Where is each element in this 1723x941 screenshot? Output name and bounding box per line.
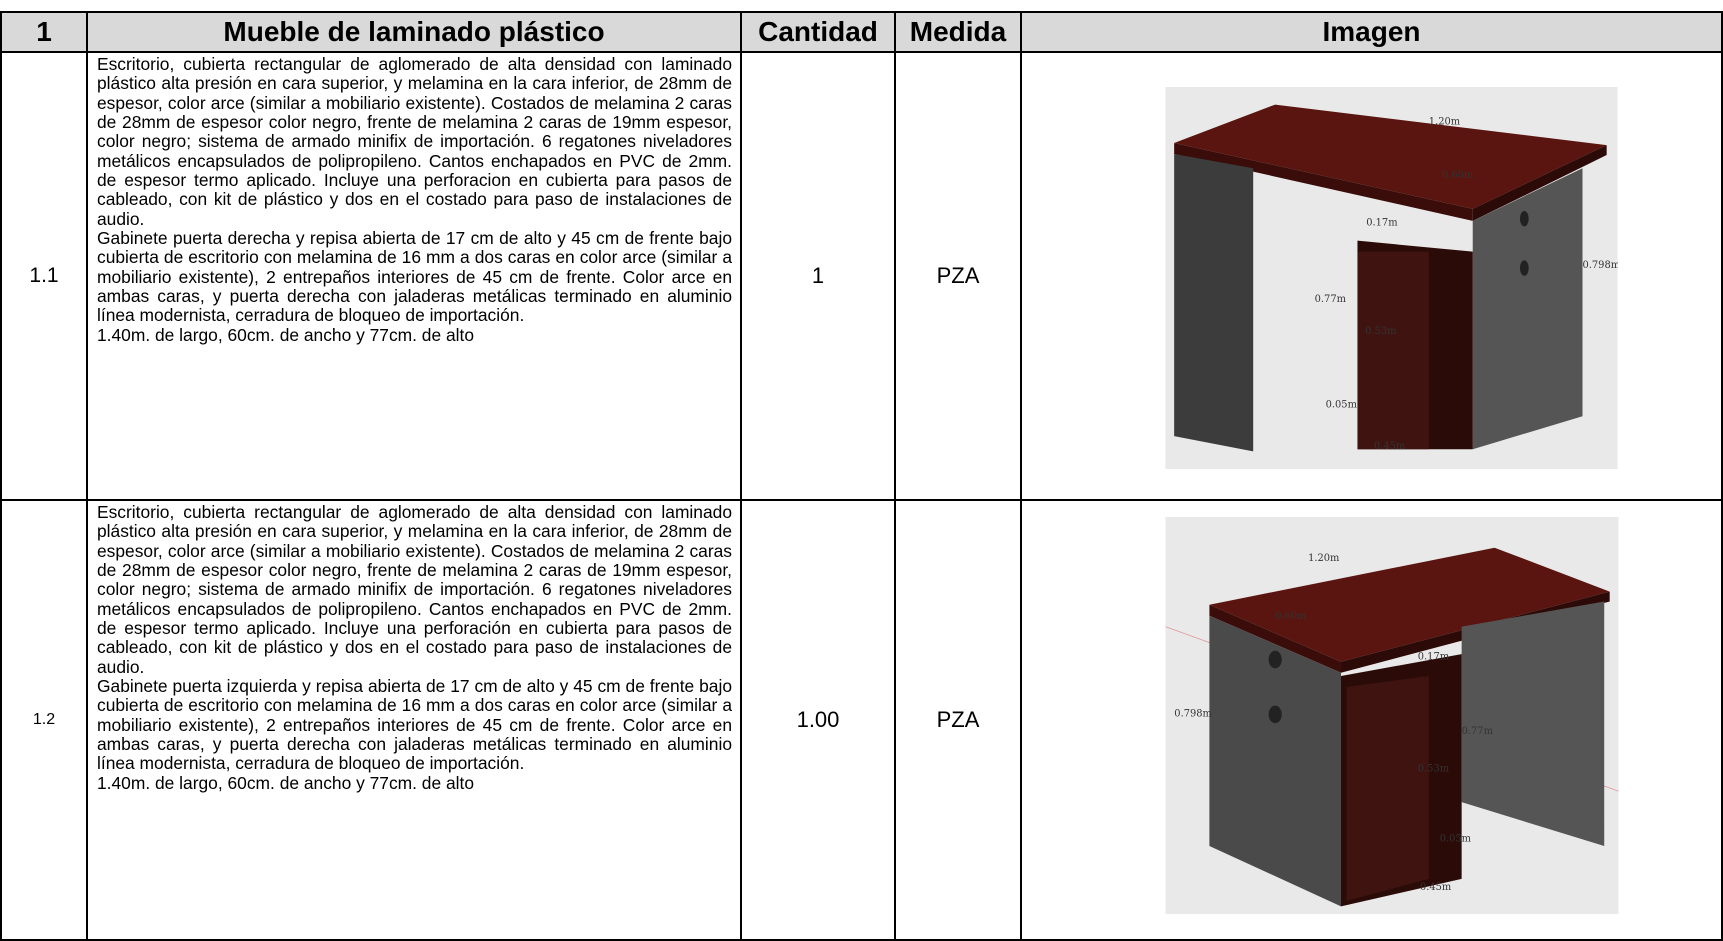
row-number: 1.1	[0, 53, 88, 501]
dim-label: 0.17m	[1418, 652, 1450, 663]
description-paragraph: 1.40m. de largo, 60cm. de ancho y 77cm. …	[97, 772, 475, 793]
description-paragraph: Escritorio, cubierta rectangular de aglo…	[97, 54, 732, 229]
row-unit: PZA	[896, 53, 1022, 501]
dim-label: 0.17m	[1366, 217, 1398, 228]
row-image: 1.20m 0.60m 0.17m 0.798m 0.77m 0.53m 0.0…	[1022, 53, 1723, 501]
dim-label: 0.60m	[1275, 611, 1307, 622]
dim-label: 0.77m	[1462, 726, 1494, 737]
dim-label: 0.798m	[1174, 709, 1212, 720]
desk-image: 1.20m 0.60m 0.17m 0.798m 0.77m 0.53m 0.0…	[1165, 517, 1619, 914]
dim-label: 0.05m	[1326, 400, 1358, 411]
header-image: Imagen	[1022, 11, 1723, 53]
description-paragraph: Gabinete puerta derecha y repisa abierta…	[97, 228, 732, 326]
dim-label: 0.53m	[1365, 326, 1397, 337]
description-paragraph: Gabinete puerta izquierda y repisa abier…	[97, 676, 732, 774]
dim-label: 0.77m	[1315, 294, 1347, 305]
row-number: 1.2	[0, 501, 88, 941]
dim-label: 1.20m	[1308, 553, 1340, 564]
header-title: Mueble de laminado plástico	[88, 11, 742, 53]
header-number: 1	[0, 11, 88, 53]
row-quantity: 1.00	[742, 501, 896, 941]
dim-label: 1.20m	[1429, 116, 1461, 127]
header-quantity: Cantidad	[742, 11, 896, 53]
row-quantity: 1	[742, 53, 896, 501]
row-description: Escritorio, cubierta rectangular de aglo…	[88, 501, 742, 941]
dim-label: 0.60m	[1442, 170, 1474, 181]
description-paragraph: Escritorio, cubierta rectangular de aglo…	[97, 502, 732, 677]
row-description: Escritorio, cubierta rectangular de aglo…	[88, 53, 742, 501]
dim-label: 0.45m	[1374, 441, 1406, 452]
desk-image: 1.20m 0.60m 0.17m 0.798m 0.77m 0.53m 0.0…	[1165, 87, 1618, 469]
description-paragraph: 1.40m. de largo, 60cm. de ancho y 77cm. …	[97, 324, 475, 345]
dim-label: 0.05m	[1440, 834, 1472, 845]
row-unit: PZA	[896, 501, 1022, 941]
header-unit: Medida	[896, 11, 1022, 53]
row-image: 1.20m 0.60m 0.17m 0.798m 0.77m 0.53m 0.0…	[1022, 501, 1723, 941]
dim-label: 0.45m	[1420, 882, 1452, 893]
dim-label: 0.53m	[1418, 763, 1450, 774]
dim-label: 0.798m	[1583, 260, 1619, 271]
